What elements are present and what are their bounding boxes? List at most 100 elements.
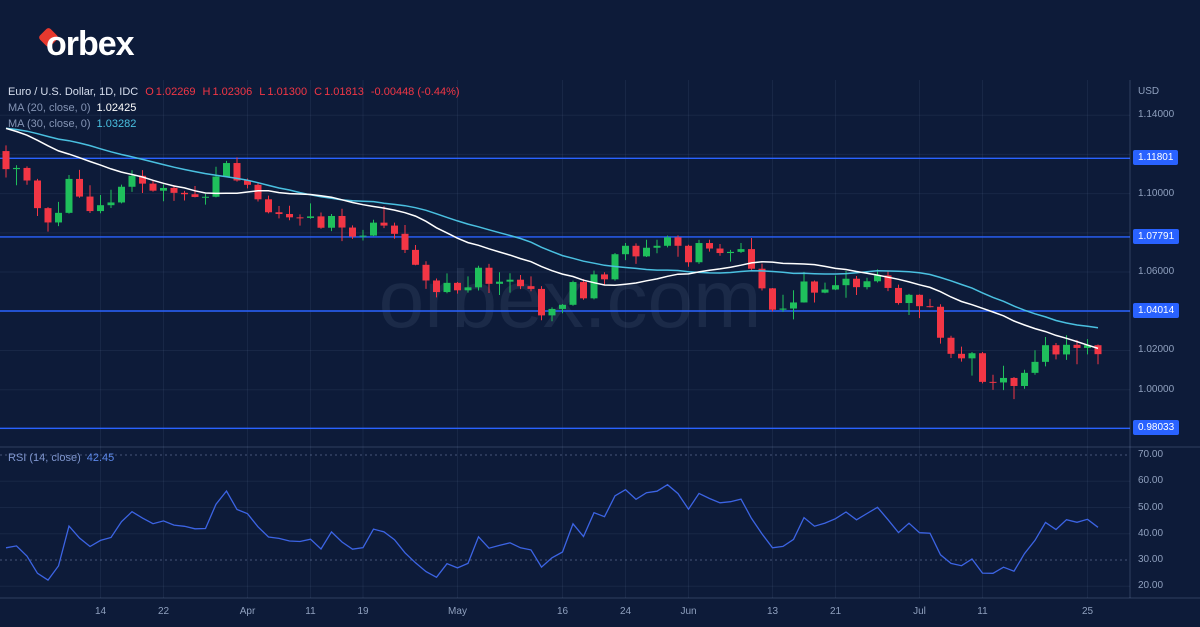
price-tick-label: 1.06000 xyxy=(1138,266,1175,278)
ma30-legend-row[interactable]: MA (30, close, 0) 1.03282 xyxy=(8,116,460,132)
ma30-line[interactable] xyxy=(5,127,1099,329)
price-tick-label: 1.00000 xyxy=(1138,383,1175,395)
candle-body xyxy=(65,178,73,213)
candle-body xyxy=(947,337,955,354)
candle-body xyxy=(1000,377,1007,383)
time-axis[interactable]: 14 22 Apr 11 19 May 16 24 Jun 13 21 Jul 11 25 xyxy=(0,598,1130,627)
time-tick-label: 24 xyxy=(619,606,632,617)
ma20-value: 1.02425 xyxy=(96,102,137,114)
rsi-value: 42.45 xyxy=(86,452,115,464)
candle-body xyxy=(695,243,703,263)
ma20-line[interactable] xyxy=(5,127,1099,350)
candle-body xyxy=(1010,377,1018,386)
rsi-legend-row[interactable]: RSI (14, close) 42.45 xyxy=(8,452,114,464)
time-tick-label: 19 xyxy=(357,606,369,617)
candle-body xyxy=(55,212,62,223)
candle-body xyxy=(989,381,997,383)
candle-body xyxy=(727,251,734,254)
candle-body xyxy=(265,199,272,213)
candle-body xyxy=(590,274,598,299)
candle-body xyxy=(328,215,335,228)
candle-body xyxy=(538,288,545,316)
low-pair: L 1.01300 xyxy=(259,86,307,98)
candle-body xyxy=(2,151,10,170)
low-value: 1.01300 xyxy=(267,86,308,98)
candle-body xyxy=(338,215,346,228)
candle-body xyxy=(118,186,125,203)
candle-body xyxy=(632,245,640,257)
price-level-badge[interactable]: 1.11801 xyxy=(1133,150,1179,166)
candle-body xyxy=(1063,344,1070,355)
candle-body xyxy=(107,202,115,206)
ohlc-values: O 1.02269 H 1.02306 L 1.01300 C 1.01813 -0.00448… xyxy=(138,86,459,98)
candle-body xyxy=(86,196,94,212)
price-tick-label: 1.02000 xyxy=(1138,344,1175,356)
candle-body xyxy=(527,286,535,289)
candle-body xyxy=(454,282,461,291)
price-tick-label: 1.14000 xyxy=(1138,109,1175,121)
candle-body xyxy=(433,280,440,293)
rsi-tick-label: 70.00 xyxy=(1138,449,1164,460)
candle-body xyxy=(44,208,52,223)
high-label: H xyxy=(202,86,211,98)
candle-body xyxy=(1084,345,1091,348)
candle-body xyxy=(790,302,797,309)
candle-body xyxy=(1031,361,1039,373)
candle-body xyxy=(779,308,787,310)
candle-body xyxy=(212,176,220,197)
time-tick-label: Apr xyxy=(239,606,256,617)
price-level-badge[interactable]: 1.07791 xyxy=(1133,228,1180,244)
symbol-legend-row[interactable]: Euro / U.S. Dollar, 1D, IDC O 1.02269 H 1.02… xyxy=(8,84,460,100)
candle-body xyxy=(317,216,325,228)
rsi-label: RSI (14, close) xyxy=(8,452,81,464)
candle-body xyxy=(548,308,556,316)
candle-body xyxy=(1021,372,1028,386)
open-pair: O 1.02269 xyxy=(145,86,195,98)
orbex-logo: orbex xyxy=(37,24,135,64)
price-level-badge[interactable]: 1.04014 xyxy=(1133,303,1180,318)
time-tick-label: 14 xyxy=(94,606,107,617)
candle-body xyxy=(1052,345,1060,355)
candle-body xyxy=(13,167,20,170)
candle-body xyxy=(1042,345,1049,362)
time-tick-label: Jun xyxy=(680,606,697,617)
candle-body xyxy=(769,288,776,310)
candle-body xyxy=(170,187,178,193)
candle-body xyxy=(874,275,881,282)
candle-body xyxy=(758,268,766,289)
rsi-line[interactable] xyxy=(5,483,1099,581)
candle-body xyxy=(244,180,251,185)
open-label: O xyxy=(145,86,154,98)
candle-body xyxy=(485,267,493,284)
candle-body xyxy=(97,205,104,212)
high-pair: H 1.02306 xyxy=(203,86,253,98)
candle-body xyxy=(811,281,818,293)
close-pair: C 1.01813 xyxy=(314,86,364,98)
price-tick-label: 1.10000 xyxy=(1138,187,1175,199)
candle-body xyxy=(464,287,472,291)
close-value: 1.01813 xyxy=(324,86,364,98)
time-tick-label: 22 xyxy=(157,606,170,617)
rsi-tick-label: 40.00 xyxy=(1138,527,1164,539)
price-level-badge[interactable]: 0.98033 xyxy=(1133,420,1180,436)
candle-body xyxy=(443,282,451,293)
candle-body xyxy=(706,243,713,249)
candle-body xyxy=(842,278,850,286)
candle-body xyxy=(296,217,304,219)
candle-body xyxy=(716,248,724,254)
candle-body xyxy=(359,235,367,237)
candle-body xyxy=(884,275,892,288)
rsi-tick-label: 60.00 xyxy=(1138,475,1164,487)
candle-body xyxy=(821,289,829,293)
candle-body xyxy=(422,264,430,281)
candle-body xyxy=(1094,345,1102,355)
candle-body xyxy=(895,287,902,304)
ma20-legend-row[interactable]: MA (20, close, 0) 1.02425 xyxy=(8,100,460,116)
high-value: 1.02306 xyxy=(212,86,253,98)
candle-body xyxy=(254,184,262,200)
low-label: L xyxy=(259,86,266,98)
candle-body xyxy=(275,212,283,215)
price-axis[interactable]: USD 1.14000 1.10000 1.06000 1.02000 1.00000 70… xyxy=(1130,0,1200,627)
